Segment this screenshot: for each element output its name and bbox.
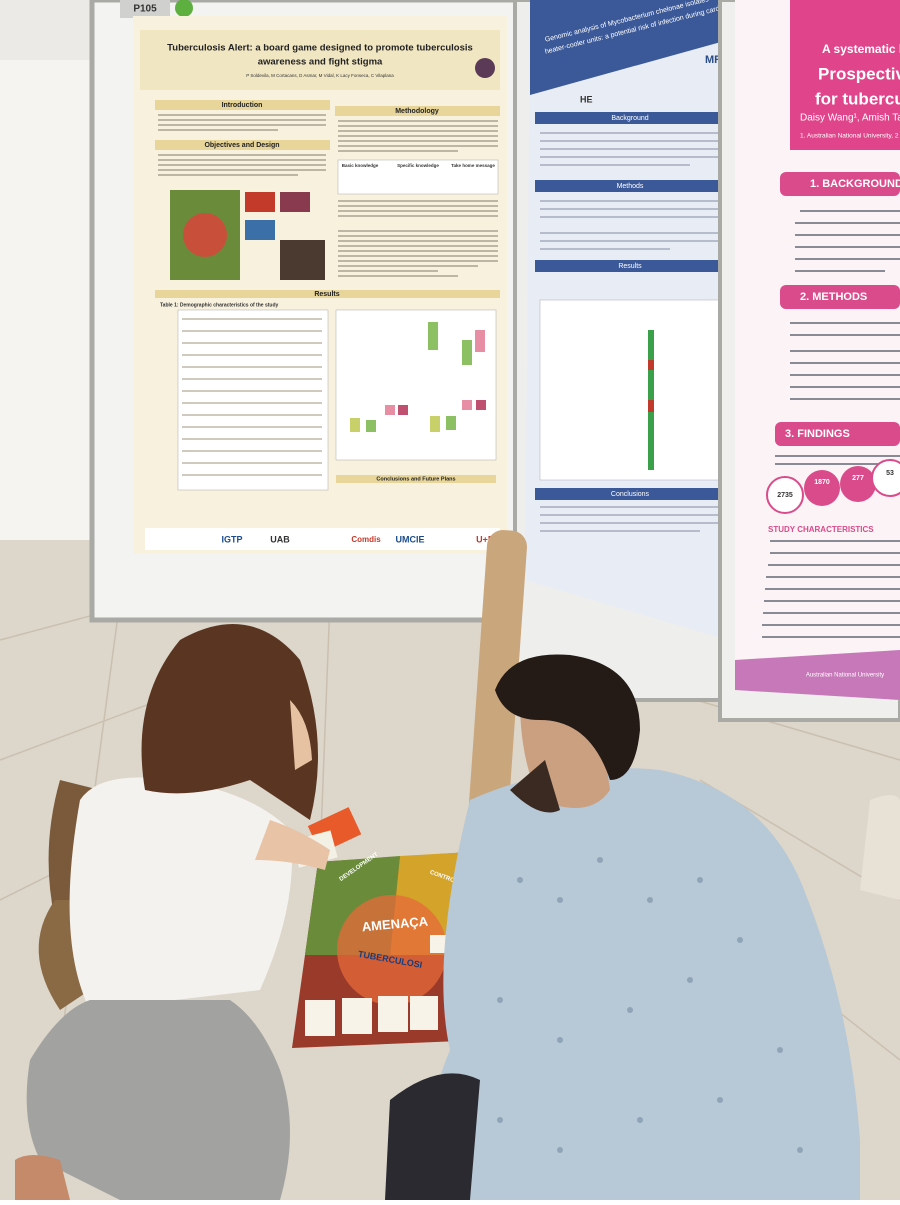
poster-footer-text: Australian National University — [806, 673, 884, 679]
board-tag — [120, 0, 170, 18]
body-text — [158, 114, 498, 277]
demographic-table — [177, 309, 329, 491]
heading-bar — [535, 488, 725, 500]
poster-authors: Daisy Wang¹, Amish Talwa — [800, 113, 900, 124]
section-heading: Results — [314, 291, 339, 298]
poster-header — [790, 0, 900, 150]
table-header: Specific knowledge — [397, 163, 439, 168]
stat: 277 — [852, 475, 864, 482]
game-photo-detail — [183, 213, 227, 257]
hair — [141, 624, 318, 820]
section-heading: 3. FINDINGS — [785, 428, 850, 440]
shirt-pattern — [497, 857, 803, 1153]
heading-bar — [780, 285, 900, 309]
heading-bar — [335, 106, 500, 116]
poster-title: awareness and fight stigma — [258, 57, 383, 68]
logo: U+E — [476, 534, 494, 544]
phylogeny-strip — [648, 360, 654, 370]
phylogeny-strip — [648, 400, 654, 412]
logo: UAB — [270, 534, 290, 544]
section-heading: 2. METHODS — [800, 291, 867, 303]
game-circle — [337, 895, 447, 1005]
poster-header — [140, 30, 500, 90]
section-heading: Objectives and Design — [204, 142, 279, 149]
game-title: AMENAÇA — [361, 914, 429, 935]
section-heading: Methods — [617, 183, 644, 190]
phylogeny-figure — [539, 299, 721, 481]
patterned-shirt — [427, 768, 860, 1200]
poster-title: A systematic lite — [822, 42, 900, 56]
stat: 2735 — [777, 492, 793, 499]
heading-bar — [775, 422, 900, 446]
heading-bar — [535, 180, 725, 192]
results-figure — [335, 309, 497, 461]
poster-title: for tuberculo — [815, 89, 900, 108]
board-label: P105 — [133, 4, 157, 15]
section-heading: Results — [618, 263, 642, 270]
section-heading: Methodology — [395, 108, 439, 115]
poster-header — [530, 0, 728, 95]
sandal — [15, 1155, 70, 1200]
card-image — [245, 192, 275, 212]
poster-footer — [735, 650, 900, 700]
curly-hair — [495, 654, 640, 780]
heading-bar — [155, 290, 500, 298]
heading-bar — [336, 475, 496, 483]
knowledge-table — [337, 159, 499, 195]
card-image — [280, 192, 310, 212]
section-heading: Conclusions and Future Plans — [376, 476, 455, 482]
heading-bar — [535, 112, 725, 124]
poster-authors: P Soldevila, M Cortacans, D Asmar, M Vid… — [246, 73, 394, 78]
heading-bar — [155, 140, 330, 150]
game-cards — [305, 935, 465, 1036]
dark-pants — [385, 1073, 480, 1200]
white-shirt — [69, 777, 292, 1010]
logo — [475, 58, 495, 78]
table-header: Basic knowledge — [342, 163, 379, 168]
section-heading: STUDY CHARACTERISTICS — [768, 525, 874, 534]
badge — [175, 0, 193, 17]
section-heading: Background — [611, 115, 648, 122]
poster-affiliation: 1. Australian National University, 2 — [800, 133, 899, 140]
poster-title: Prospective r — [818, 64, 900, 83]
body-text — [540, 132, 720, 532]
face — [290, 700, 312, 770]
section-heading: Introduction — [222, 102, 263, 109]
stat-circles — [766, 459, 900, 514]
poster-tube — [469, 530, 527, 820]
logo: Comdis — [351, 535, 381, 544]
heading-bar — [780, 172, 900, 196]
body-text — [762, 210, 900, 638]
boxplots — [350, 322, 486, 432]
bag — [860, 795, 900, 900]
photo — [280, 240, 325, 280]
stat: 53 — [886, 470, 894, 477]
section-heading: 1. BACKGROUND — [810, 178, 900, 190]
logo-strip — [145, 528, 500, 550]
heading-bar — [535, 260, 725, 272]
logo: UMCIE — [396, 534, 425, 544]
table-header: Take home message — [451, 163, 495, 168]
logo: HE — [580, 94, 593, 104]
logo: IGTP — [221, 534, 242, 544]
poster-title: Tuberculosis Alert: a board game designe… — [167, 43, 473, 54]
beard — [510, 760, 560, 813]
card-image — [245, 220, 275, 240]
stat: 1870 — [814, 479, 830, 486]
table-rows — [182, 318, 322, 476]
grey-pants — [26, 1000, 291, 1200]
heading-bar — [155, 100, 330, 110]
table-title: Table 1: Demographic characteristics of … — [160, 302, 278, 308]
arm — [255, 820, 330, 870]
section-heading: Conclusions — [611, 491, 650, 498]
